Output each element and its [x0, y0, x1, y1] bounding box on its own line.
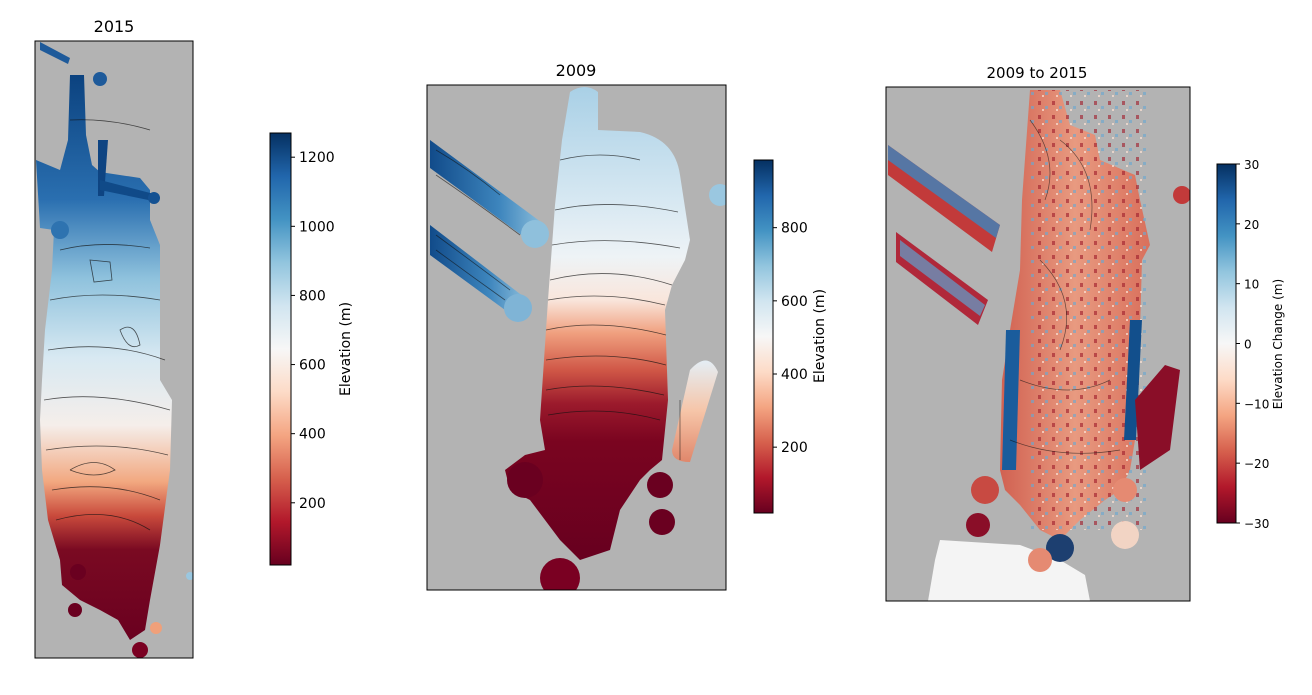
- colorbar-2015: 200 400 600 800 1000 1200 Elevation (m): [269, 132, 354, 566]
- colorbar-tick-label: −20: [1244, 457, 1269, 471]
- colorbar-tick-label: 1000: [299, 219, 335, 235]
- panel-2009-title: 2009: [556, 61, 597, 80]
- colorbar-tick-label: 200: [781, 440, 808, 456]
- panel-diff: 2009 to 2015: [885, 64, 1191, 602]
- colorbar-diff-label: Elevation Change (m): [1271, 279, 1285, 409]
- colorbar-2009-bar: [753, 159, 774, 514]
- colorbar-2015-bar: [269, 132, 292, 566]
- colorbar-tick-label: 30: [1244, 158, 1259, 172]
- colorbar-tick-label: 20: [1244, 218, 1259, 232]
- colorbar-2009-label: Elevation (m): [812, 289, 828, 383]
- colorbar-tick-label: 600: [781, 294, 808, 310]
- panel-diff-frame: [885, 86, 1191, 602]
- panel-2015-title: 2015: [94, 17, 135, 36]
- panel-2015-frame: [34, 40, 194, 659]
- panel-2009-map: [430, 87, 726, 590]
- colorbar-tick-label: 0: [1244, 338, 1252, 352]
- colorbar-tick-label: 400: [299, 427, 326, 443]
- colorbar-tick-label: 400: [781, 367, 808, 383]
- colorbar-2009: 200 400 600 800 Elevation (m): [753, 159, 828, 514]
- colorbar-2015-label: Elevation (m): [338, 302, 354, 396]
- colorbar-tick-label: 1200: [299, 150, 335, 166]
- panel-diff-title: 2009 to 2015: [987, 64, 1088, 82]
- colorbar-diff-ticks: 30 20 10 0 −10 −20 −30: [1236, 158, 1269, 531]
- panel-2009-frame: [426, 84, 727, 591]
- colorbar-tick-label: 800: [299, 288, 326, 304]
- colorbar-2015-ticks: 200 400 600 800 1000 1200: [291, 150, 335, 512]
- colorbar-diff: 30 20 10 0 −10 −20 −30 Elevation Change (m): [1216, 158, 1285, 531]
- panel-2009: 2009: [426, 61, 727, 591]
- colorbar-tick-label: −30: [1244, 517, 1269, 531]
- colorbar-diff-bar: [1216, 163, 1237, 524]
- panel-diff-map: [888, 90, 1190, 601]
- panel-2015-map: [36, 42, 193, 658]
- colorbar-tick-label: 200: [299, 496, 326, 512]
- colorbar-tick-label: 800: [781, 221, 808, 237]
- panel-2015: 2015: [34, 17, 194, 659]
- colorbar-tick-label: 10: [1244, 278, 1259, 292]
- colorbar-tick-label: −10: [1244, 397, 1269, 411]
- colorbar-2009-ticks: 200 400 600 800: [773, 221, 808, 456]
- colorbar-tick-label: 600: [299, 358, 326, 374]
